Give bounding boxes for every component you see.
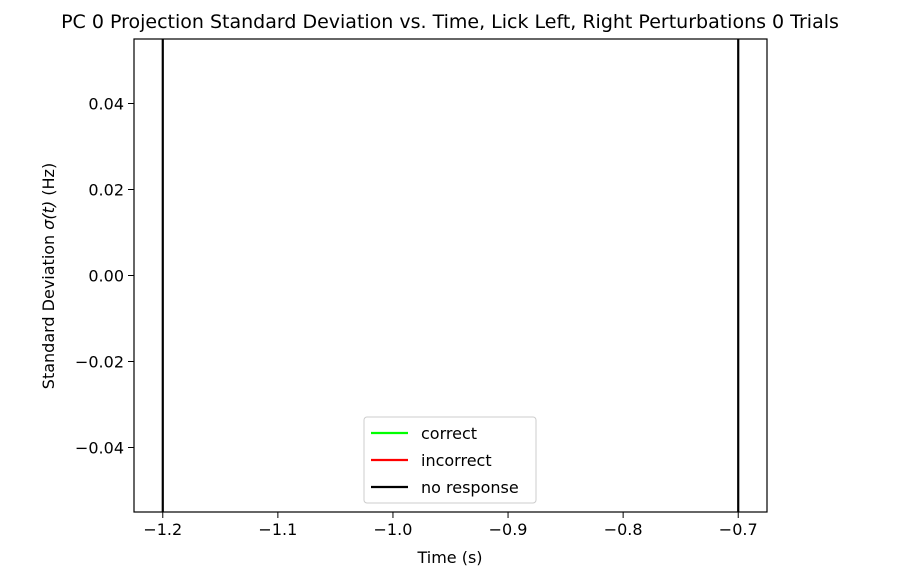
x-tick-label: −1.2 [143, 520, 182, 539]
x-tick-label: −0.9 [489, 520, 528, 539]
legend-box [363, 416, 537, 504]
y-axis-label: Standard Deviation σ(t) (Hz) [39, 163, 58, 389]
y-tick-label: 0.00 [88, 267, 124, 286]
x-axis-label: Time (s) [416, 548, 482, 567]
y-axis-ticks: 0.04 0.02 0.00 −0.02 −0.04 [75, 95, 134, 458]
y-tick-label: −0.02 [75, 353, 124, 372]
legend: correct incorrect no response [363, 416, 537, 504]
y-tick-label: 0.02 [88, 181, 124, 200]
x-axis-ticks: −1.2 −1.1 −1.0 −0.9 −0.8 −0.7 [143, 512, 758, 539]
chart-title: PC 0 Projection Standard Deviation vs. T… [61, 11, 839, 33]
y-axis-label-prefix: Standard Deviation [39, 230, 58, 390]
x-tick-label: −0.8 [604, 520, 643, 539]
y-axis-label-suffix: (Hz) [39, 163, 58, 201]
legend-label: no response [421, 478, 519, 497]
x-tick-label: −1.1 [258, 520, 297, 539]
legend-label: correct [421, 424, 477, 443]
y-tick-label: 0.04 [88, 95, 124, 114]
x-tick-label: −1.0 [374, 520, 413, 539]
y-axis-label-symbol: σ(t) [39, 201, 58, 230]
vertical-lines [161, 39, 740, 512]
legend-label: incorrect [421, 451, 492, 470]
y-tick-label: −0.04 [75, 439, 124, 458]
x-tick-label: −0.7 [719, 520, 758, 539]
